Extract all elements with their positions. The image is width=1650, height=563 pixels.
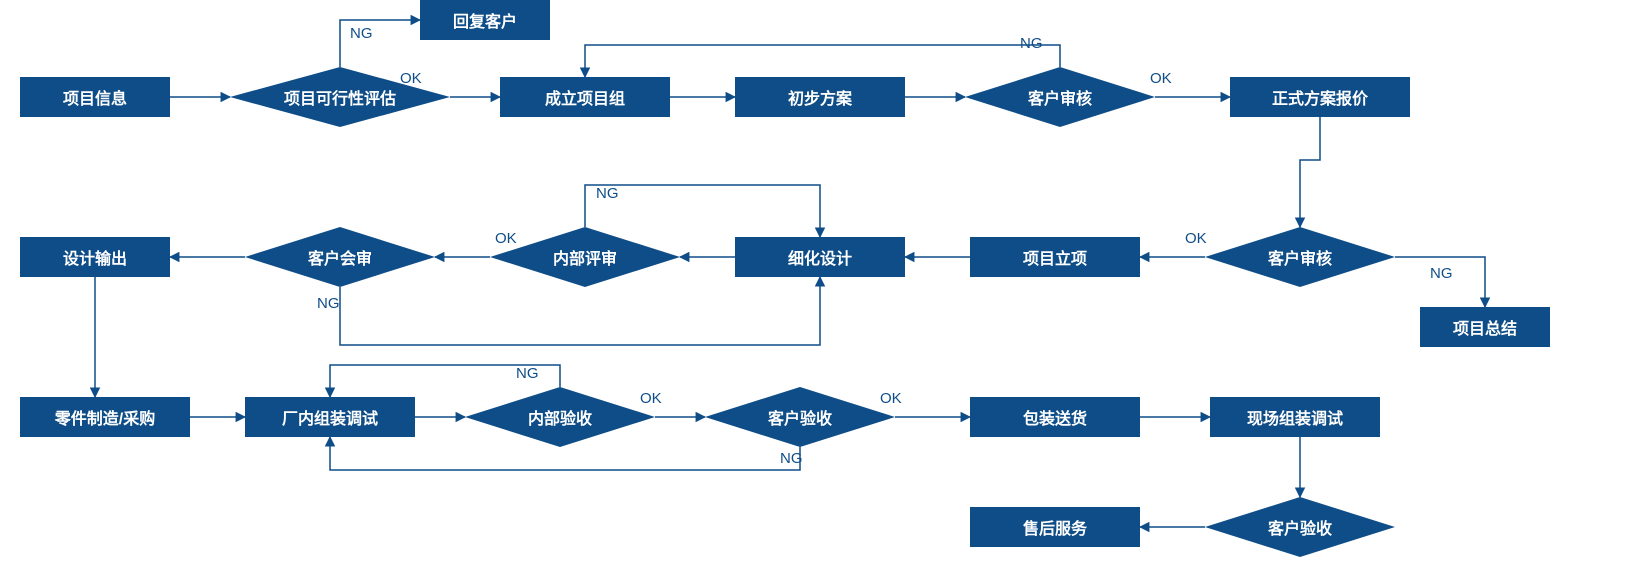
edge-label: NG [1020, 35, 1043, 52]
node-label-n_iaccept: 内部验收 [465, 387, 655, 447]
edge-label: NG [350, 25, 373, 42]
node-n_quote: 正式方案报价 [1230, 77, 1410, 117]
node-label-n_rev2: 客户审核 [1205, 227, 1395, 287]
node-n_out: 设计输出 [20, 237, 170, 277]
edge-label: NG [596, 185, 619, 202]
edge-label: OK [1185, 230, 1207, 247]
edge-label: NG [1430, 265, 1453, 282]
node-n_prelim: 初步方案 [735, 77, 905, 117]
node-n_summary: 项目总结 [1420, 307, 1550, 347]
node-n_reply: 回复客户 [420, 0, 550, 40]
node-label-n_feas: 项目可行性评估 [230, 67, 450, 127]
edge-label: NG [317, 295, 340, 312]
node-n_site: 现场组装调试 [1210, 397, 1380, 437]
edge [340, 277, 820, 345]
edge-label: NG [780, 450, 803, 467]
node-n_ship: 包装送货 [970, 397, 1140, 437]
node-label-n_irev: 内部评审 [490, 227, 680, 287]
node-label-n_caccept2: 客户验收 [1205, 497, 1395, 557]
node-n_setup: 项目立项 [970, 237, 1140, 277]
node-n_parts: 零件制造/采购 [20, 397, 190, 437]
node-n_info: 项目信息 [20, 77, 170, 117]
node-label-n_caccept: 客户验收 [705, 387, 895, 447]
edge-label: NG [516, 365, 539, 382]
flowchart-canvas: NGOKNGOKOKNGNGOKNGNGOKNGOK项目信息项目可行性评估回复客… [0, 0, 1650, 563]
edge [1300, 117, 1320, 227]
node-label-n_jrev: 客户会审 [245, 227, 435, 287]
node-n_team: 成立项目组 [500, 77, 670, 117]
node-label-n_rev1: 客户审核 [965, 67, 1155, 127]
node-n_after: 售后服务 [970, 507, 1140, 547]
node-n_detail: 细化设计 [735, 237, 905, 277]
node-n_assy: 厂内组装调试 [245, 397, 415, 437]
